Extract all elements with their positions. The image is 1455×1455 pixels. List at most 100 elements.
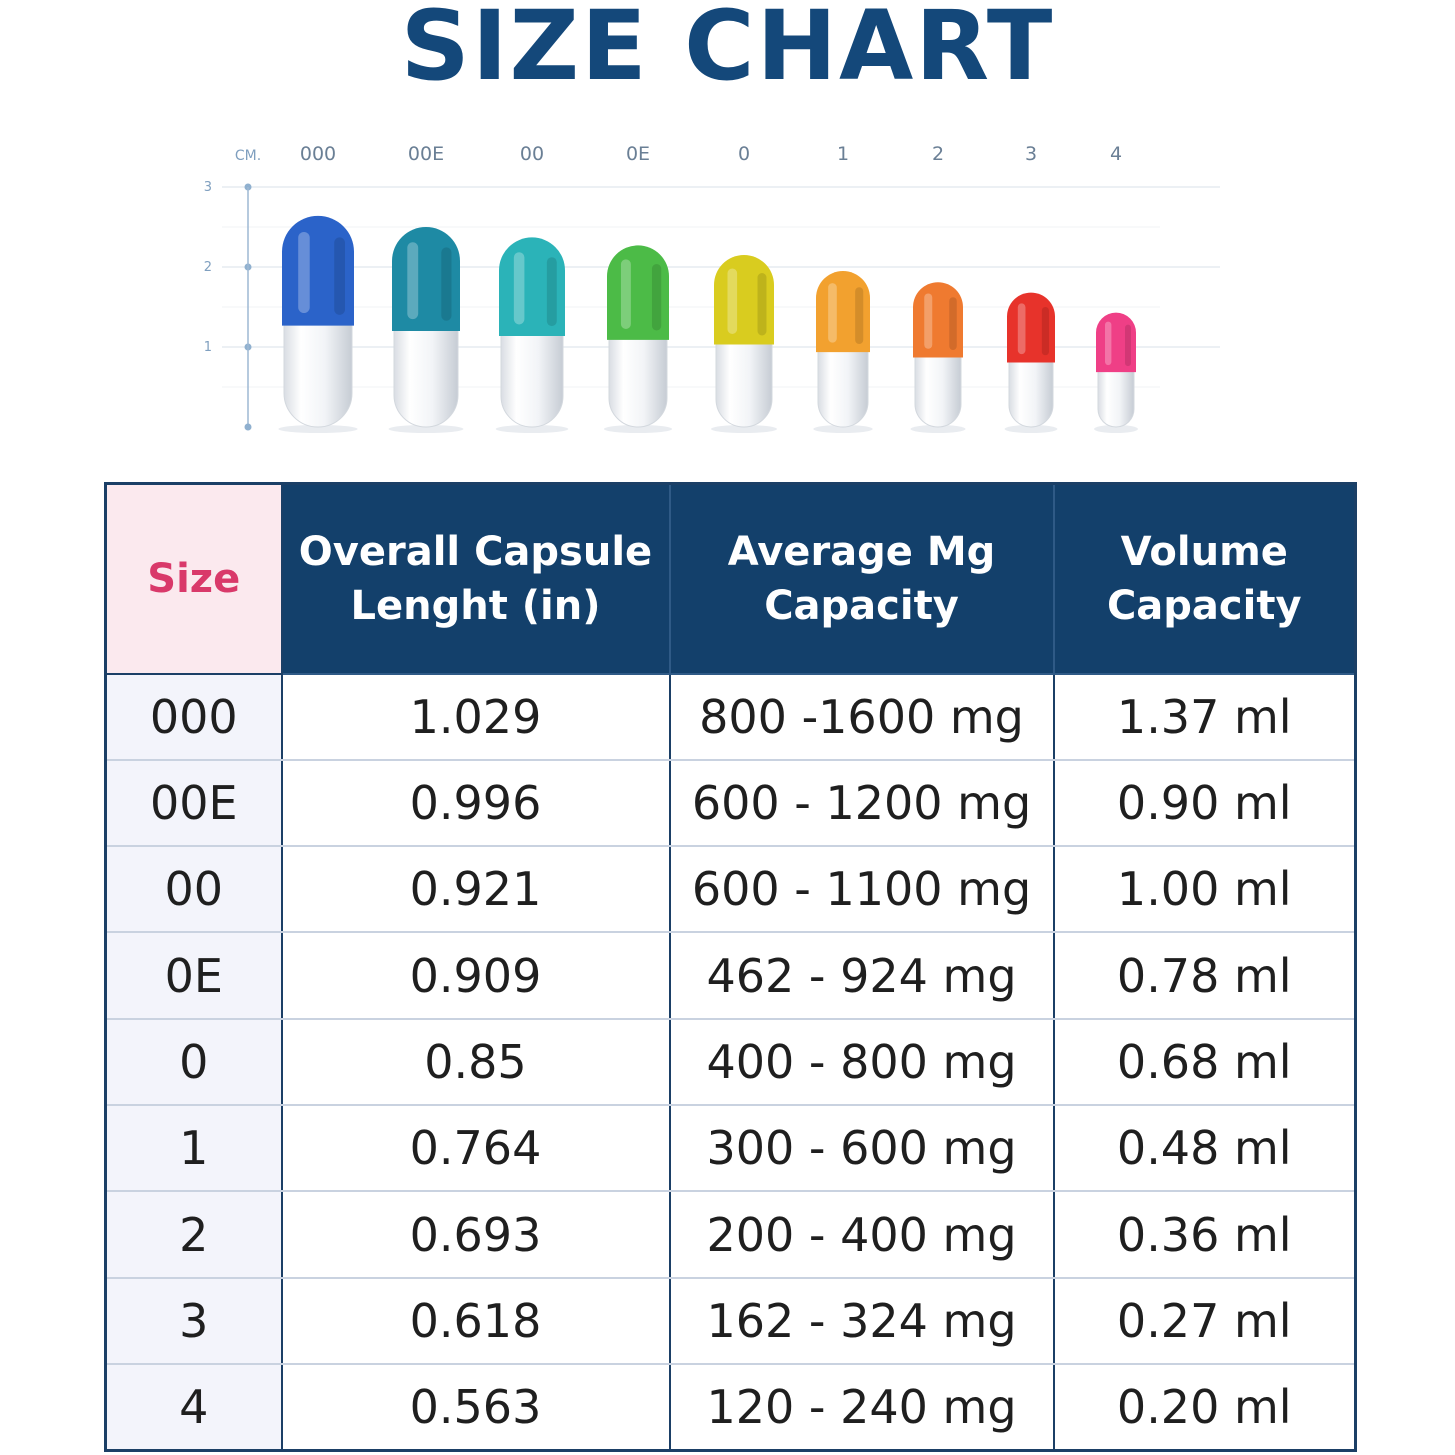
cell-mg: 300 - 600 mg (668, 1104, 1055, 1193)
cell-size: 00E (104, 758, 283, 848)
capsule-cap (714, 255, 774, 345)
table-row: 0 0.85 400 - 800 mg 0.68 ml (104, 1017, 1357, 1107)
cell-mg: 600 - 1100 mg (668, 845, 1055, 934)
capsule-00E (388, 227, 464, 433)
capsule-size-label: 00E (408, 143, 444, 165)
header-length-line1: Overall Capsule (298, 528, 653, 575)
capsule-cap (392, 227, 460, 331)
capsule-body (393, 324, 459, 428)
capsule-2 (910, 282, 966, 433)
cell-length: 0.909 (280, 931, 671, 1020)
cell-size: 00 (104, 845, 283, 934)
cell-size: 4 (104, 1363, 283, 1452)
table-row: 0E 0.909 462 - 924 mg 0.78 ml (104, 931, 1357, 1020)
cell-mg: 200 - 400 mg (668, 1190, 1055, 1279)
capsule-body (1008, 355, 1054, 428)
y-axis-origin-dot (244, 423, 252, 431)
cell-volume: 0.36 ml (1052, 1190, 1357, 1279)
header-volume-line1: Volume (1120, 528, 1288, 575)
capsule-cap-highlight (407, 242, 419, 320)
table-row: 3 0.618 162 - 324 mg 0.27 ml (104, 1276, 1357, 1366)
capsule-0E (603, 245, 673, 433)
capsule-shadow (278, 425, 358, 433)
capsule-size-label: 1 (837, 143, 849, 165)
cell-volume: 0.48 ml (1052, 1104, 1357, 1193)
cell-size: 3 (104, 1276, 283, 1366)
header-mg-capacity: Average Mg Capacity (668, 482, 1055, 675)
capsule-body (817, 345, 869, 428)
capsule-cap-shade (1041, 307, 1049, 356)
capsule-body (500, 329, 564, 428)
capsule-body (1097, 365, 1135, 428)
capsule-cap-highlight (1017, 303, 1026, 355)
table-row: 2 0.693 200 - 400 mg 0.36 ml (104, 1190, 1357, 1279)
cell-size: 2 (104, 1190, 283, 1279)
capsule-cap-shade (855, 287, 864, 345)
capsule-size-label: 00 (520, 143, 544, 165)
capsule-cap-shade (441, 247, 452, 321)
capsule-shadow (1004, 425, 1058, 433)
cell-volume: 0.68 ml (1052, 1017, 1357, 1107)
capsule-size-label: 000 (300, 143, 336, 165)
cell-mg: 462 - 924 mg (668, 931, 1055, 1020)
capsule-size-label: 4 (1110, 143, 1122, 165)
capsule-cap-shade (757, 273, 767, 336)
cell-length: 1.029 (280, 672, 671, 761)
capsule-body (715, 337, 773, 428)
capsule-size-label: 0 (738, 143, 750, 165)
capsule-body (914, 350, 962, 428)
cell-size: 1 (104, 1104, 283, 1193)
capsule-cap-shade (949, 297, 957, 350)
capsule-000 (278, 215, 358, 433)
capsule-shadow (603, 425, 673, 433)
cell-volume: 0.90 ml (1052, 758, 1357, 848)
header-volume-line2: Capacity (1106, 582, 1302, 629)
capsule-cap-highlight (513, 252, 525, 325)
capsule-cap (816, 271, 870, 353)
y-tick-label: 1 (204, 340, 212, 355)
capsule-size-label: 2 (932, 143, 944, 165)
cell-size: 0E (104, 931, 283, 1020)
y-tick-label: 2 (204, 260, 212, 275)
capsule-shadow (1094, 425, 1138, 433)
capsule-cap (499, 237, 565, 336)
unit-label: CM. (235, 148, 261, 164)
capsule-body (283, 319, 353, 428)
capsule-3 (1004, 292, 1058, 433)
header-mg-line1: Average Mg (727, 528, 996, 575)
cell-mg: 800 -1600 mg (668, 672, 1055, 761)
cell-volume: 1.00 ml (1052, 845, 1357, 934)
cell-length: 0.563 (280, 1363, 671, 1452)
header-mg-line2: Capacity (764, 582, 959, 629)
capsule-shadow (495, 425, 569, 433)
table-row: 00E 0.996 600 - 1200 mg 0.90 ml (104, 758, 1357, 848)
capsule-cap-shade (334, 237, 345, 315)
cell-length: 0.996 (280, 758, 671, 848)
cell-length: 0.764 (280, 1104, 671, 1193)
capsule-cap-highlight (298, 232, 310, 314)
capsule-4 (1094, 312, 1138, 433)
capsule-shadow (910, 425, 966, 433)
capsule-size-label: 0E (626, 143, 650, 165)
y-tick-label: 3 (204, 180, 212, 195)
cell-length: 0.618 (280, 1276, 671, 1366)
cell-mg: 400 - 800 mg (668, 1017, 1055, 1107)
capsule-0 (711, 255, 777, 433)
capsule-body (608, 333, 668, 428)
capsule-cap (1007, 292, 1055, 363)
cell-length: 0.921 (280, 845, 671, 934)
capsule-shadow (711, 425, 777, 433)
header-volume-capacity: Volume Capacity (1052, 482, 1357, 675)
capsule-1 (813, 271, 873, 433)
capsule-shadow (813, 425, 873, 433)
table-row: 1 0.764 300 - 600 mg 0.48 ml (104, 1104, 1357, 1193)
capsule-cap-shade (546, 257, 557, 327)
table-row: 00 0.921 600 - 1100 mg 1.00 ml (104, 845, 1357, 934)
cell-mg: 120 - 240 mg (668, 1363, 1055, 1452)
capsule-cap-highlight (924, 293, 933, 349)
header-size-label: Size (147, 555, 241, 602)
cell-volume: 0.20 ml (1052, 1363, 1357, 1452)
cell-volume: 0.78 ml (1052, 931, 1357, 1020)
cell-length: 0.85 (280, 1017, 671, 1107)
cell-length: 0.693 (280, 1190, 671, 1279)
